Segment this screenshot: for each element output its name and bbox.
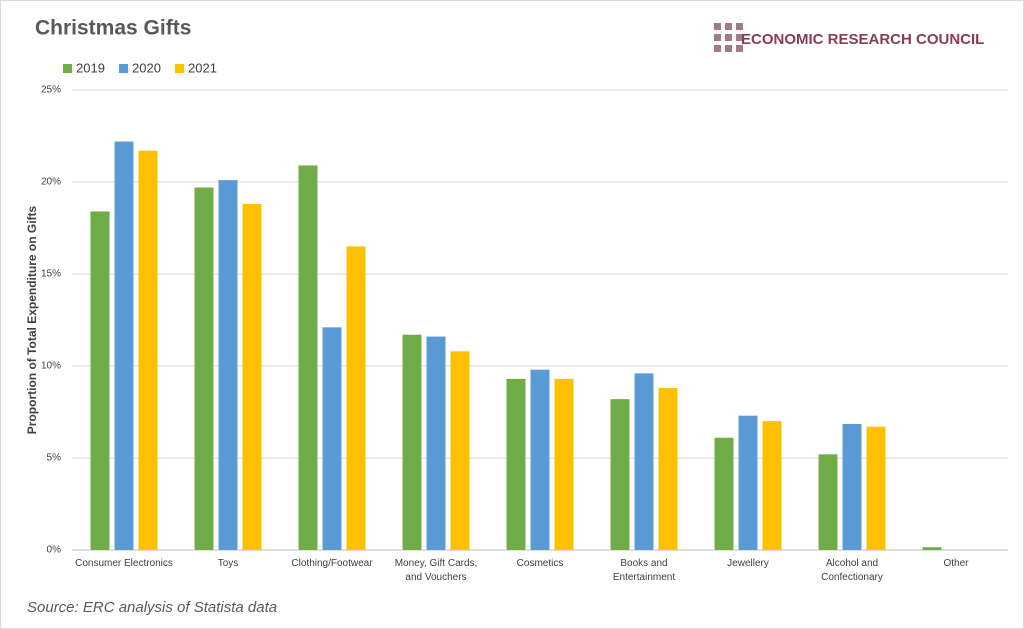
bar — [426, 336, 446, 550]
bar — [506, 378, 526, 550]
legend-label: 2019 — [76, 60, 105, 75]
legend-swatch — [175, 64, 184, 73]
bar — [554, 378, 574, 550]
legend-swatch — [119, 64, 128, 73]
x-tick-label: Toys — [217, 558, 239, 569]
bar — [818, 454, 838, 550]
x-tick-label: Money, Gift Cards, and Vouchers — [394, 558, 478, 583]
chart-title: Christmas Gifts — [35, 17, 191, 40]
bar — [762, 421, 782, 550]
bar — [218, 180, 238, 550]
bar — [842, 423, 862, 550]
x-tick-label: Other — [943, 558, 969, 569]
x-tick-label: Clothing/Footwear — [291, 558, 373, 569]
x-tick-label: Jewellery — [727, 558, 769, 569]
x-tick-label: Cosmetics — [516, 558, 564, 569]
legend-label: 2021 — [188, 60, 217, 75]
bar — [610, 399, 630, 550]
y-tick-label: 5% — [47, 453, 62, 464]
bar — [658, 388, 678, 550]
bar — [194, 187, 214, 550]
y-tick-label: 15% — [41, 269, 61, 280]
logo-icon — [714, 23, 743, 52]
bar — [402, 334, 422, 550]
bar — [322, 327, 342, 550]
y-tick-label: 25% — [41, 85, 61, 96]
legend-swatch — [63, 64, 72, 73]
legend-label: 2020 — [132, 60, 161, 75]
bar — [298, 165, 318, 550]
y-tick-label: 20% — [41, 177, 61, 188]
bar — [90, 211, 110, 550]
bar — [866, 426, 886, 550]
bar — [138, 150, 158, 550]
bar — [114, 141, 134, 550]
bar — [922, 547, 942, 550]
y-tick-label: 0% — [47, 545, 62, 556]
bar — [450, 351, 470, 550]
x-tick-label: Consumer Electronics — [75, 558, 173, 569]
y-tick-label: 10% — [41, 361, 61, 372]
bar — [530, 369, 550, 550]
bar — [242, 204, 262, 550]
bar — [738, 415, 758, 550]
bar — [346, 246, 366, 550]
bar — [634, 373, 654, 550]
logo-text: ECONOMIC RESEARCH COUNCIL — [741, 31, 984, 48]
x-tick-label: Alcohol and Confectionary — [821, 558, 883, 583]
source-note: Source: ERC analysis of Statista data — [27, 599, 277, 616]
x-tick-label: Books and Entertainment — [612, 558, 676, 583]
y-axis-title: Proportion of Total Expenditure on Gifts — [25, 205, 39, 434]
bar — [714, 437, 734, 550]
